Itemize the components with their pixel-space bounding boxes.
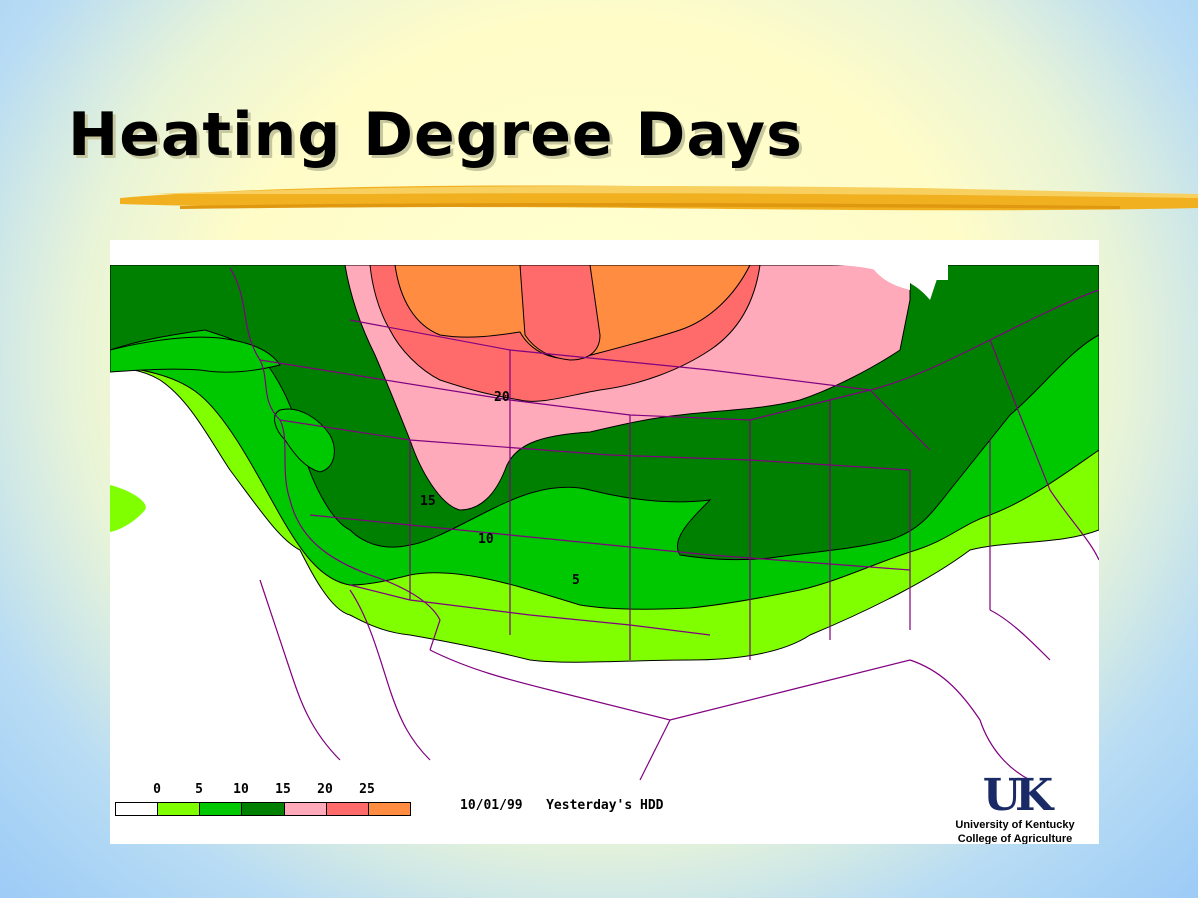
slide-title: Heating Degree Days [68,100,803,170]
legend-tick: 5 [195,782,203,797]
hdd-zone-5-10-north [110,336,281,373]
legend-color-bar [115,802,411,816]
legend-swatch [200,803,243,815]
contour-label-5: 5 [572,573,580,588]
map-date: 10/01/99 [460,798,523,813]
legend-swatch [368,803,410,815]
legend-ticks: 0 5 10 15 20 25 [115,780,415,798]
legend-swatch [116,803,159,815]
contour-label-15: 15 [420,494,436,509]
legend-swatch [326,803,369,815]
hdd-zone-0-5-west [110,485,146,532]
title-underline-brush [120,185,1198,211]
hdd-contour-map [110,240,1099,781]
map-clear-region-2 [870,265,910,290]
uk-logo-mark: UK [982,770,1054,821]
legend-swatch [284,803,327,815]
legend-swatch [242,803,285,815]
political-boundaries [229,267,1099,781]
legend-tick: 20 [317,782,333,797]
legend-swatch [158,803,201,815]
contour-label-10: 10 [478,532,494,547]
legend-tick: 10 [233,782,249,797]
contour-label-20: 20 [494,390,510,405]
legend-tick: 0 [153,782,161,797]
uk-logo: UK University of Kentucky College of Agr… [935,770,1095,845]
legend-tick: 15 [275,782,291,797]
map-caption: 10/01/99 Yesterday's HDD [460,798,664,813]
legend-tick: 25 [359,782,375,797]
hdd-zone-20-25-inset [519,264,601,361]
hdd-map: 20 15 10 5 0 5 10 15 20 25 10/01/99 Yest… [110,240,1099,844]
hdd-legend: 0 5 10 15 20 25 [115,780,415,816]
map-product-label: Yesterday's HDD [546,798,664,813]
uk-logo-university: University of Kentucky [955,819,1075,831]
map-top-notch [910,265,948,280]
uk-logo-college: College of Agriculture [957,833,1073,844]
hdd-zone-5-10-island [274,408,335,473]
